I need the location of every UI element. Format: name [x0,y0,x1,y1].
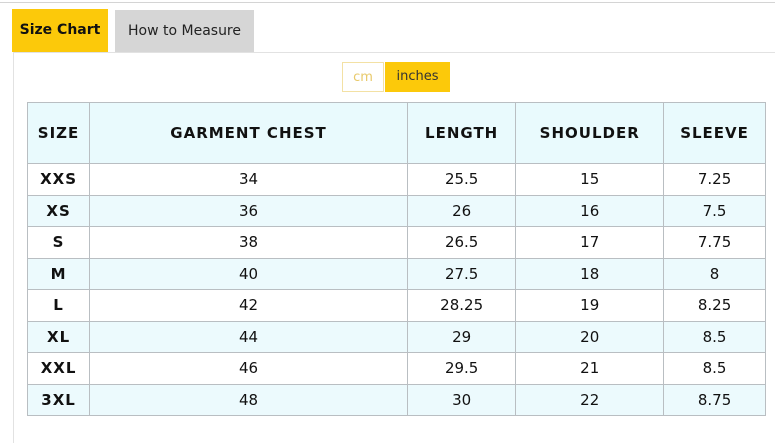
measurement-cell: 21 [515,352,665,385]
table-header-row: SIZE GARMENT CHEST LENGTH SHOULDER SLEEVE [26,102,766,164]
size-cell: S [26,226,91,259]
size-cell: L [26,289,91,322]
size-cell: XS [26,194,91,227]
size-cell: M [26,257,91,290]
tab-panel [13,52,775,443]
table-row: XXS 34 25.5 15 7.25 [26,163,766,196]
table-row: S 38 26.5 17 7.75 [26,226,766,259]
measurement-cell: 8 [663,257,766,290]
measurement-cell: 30 [406,383,517,416]
measurement-cell: 8.5 [663,352,766,385]
column-header: GARMENT CHEST [89,102,408,164]
unit-toggle-inches[interactable]: inches [385,62,450,92]
table-row: 3XL 48 30 22 8.75 [26,383,766,416]
measurement-cell: 19 [515,289,665,322]
measurement-cell: 7.75 [663,226,766,259]
measurement-cell: 18 [515,257,665,290]
measurement-cell: 22 [515,383,665,416]
measurement-cell: 40 [89,257,408,290]
measurement-cell: 26.5 [406,226,517,259]
measurement-cell: 7.5 [663,194,766,227]
measurement-cell: 34 [89,163,408,196]
size-cell: XXS [26,163,91,196]
measurement-cell: 17 [515,226,665,259]
measurement-cell: 44 [89,320,408,353]
measurement-cell: 38 [89,226,408,259]
size-chart-table: SIZE GARMENT CHEST LENGTH SHOULDER SLEEVE XX… [26,102,766,416]
column-header: SLEEVE [663,102,766,164]
measurement-cell: 27.5 [406,257,517,290]
column-header: SHOULDER [515,102,665,164]
measurement-cell: 15 [515,163,665,196]
table-row: M 40 27.5 18 8 [26,257,766,290]
measurement-cell: 42 [89,289,408,322]
tab-size-chart[interactable]: Size Chart [12,9,108,52]
tab-how-to-measure[interactable]: How to Measure [115,10,254,52]
measurement-cell: 25.5 [406,163,517,196]
measurement-cell: 8.75 [663,383,766,416]
size-cell: XL [26,320,91,353]
column-header: SIZE [26,102,91,164]
measurement-cell: 20 [515,320,665,353]
measurement-cell: 48 [89,383,408,416]
table-row: XS 36 26 16 7.5 [26,194,766,227]
table-row: L 42 28.25 19 8.25 [26,289,766,322]
measurement-cell: 8.5 [663,320,766,353]
measurement-cell: 28.25 [406,289,517,322]
size-cell: XXL [26,352,91,385]
measurement-cell: 26 [406,194,517,227]
table-row: XXL 46 29.5 21 8.5 [26,352,766,385]
measurement-cell: 29 [406,320,517,353]
size-cell: 3XL [26,383,91,416]
measurement-cell: 8.25 [663,289,766,322]
measurement-cell: 16 [515,194,665,227]
unit-toggle-cm[interactable]: cm [342,62,384,92]
measurement-cell: 7.25 [663,163,766,196]
measurement-cell: 46 [89,352,408,385]
measurement-cell: 29.5 [406,352,517,385]
column-header: LENGTH [406,102,517,164]
measurement-cell: 36 [89,194,408,227]
top-divider [0,2,775,3]
table-row: XL 44 29 20 8.5 [26,320,766,353]
